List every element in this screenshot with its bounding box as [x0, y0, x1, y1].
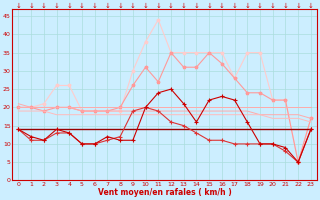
X-axis label: Vent moyen/en rafales ( km/h ): Vent moyen/en rafales ( km/h ): [98, 188, 231, 197]
